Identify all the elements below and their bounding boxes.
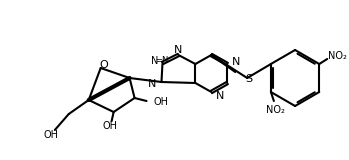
Text: OH: OH	[43, 130, 58, 140]
Text: NO₂: NO₂	[266, 105, 285, 115]
Text: NO₂: NO₂	[328, 51, 347, 61]
Text: O: O	[99, 60, 108, 70]
Text: OH: OH	[154, 97, 169, 107]
Text: N: N	[232, 57, 241, 67]
Text: S: S	[246, 74, 253, 84]
Text: N: N	[216, 91, 225, 101]
Text: OH: OH	[102, 121, 117, 131]
Text: N: N	[174, 45, 183, 55]
Text: =N: =N	[155, 56, 168, 64]
Text: N: N	[151, 56, 158, 66]
Text: N: N	[148, 79, 156, 89]
